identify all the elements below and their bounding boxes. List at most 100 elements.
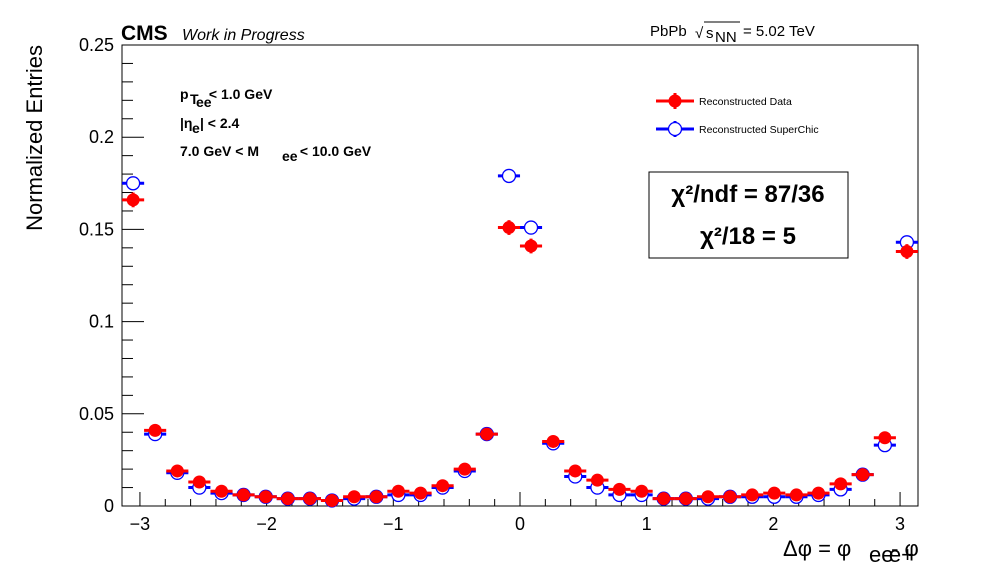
data-point (343, 490, 366, 504)
data-marker (303, 492, 317, 506)
data-point (851, 468, 874, 482)
data-marker (657, 492, 671, 506)
y-tick-label: 0.1 (89, 312, 114, 332)
data-point (166, 464, 189, 478)
svg-text:Reconstructed Data: Reconstructed Data (699, 96, 792, 108)
data-point (652, 492, 675, 506)
data-point (298, 492, 322, 506)
superchic-point (497, 168, 521, 184)
data-point (564, 464, 587, 478)
svg-text:Reconstructed SuperChic: Reconstructed SuperChic (699, 124, 819, 136)
svg-text:7.0 GeV < M: 7.0 GeV < M (180, 143, 259, 159)
data-point (542, 434, 565, 448)
data-marker (215, 484, 229, 498)
data-marker (170, 464, 184, 478)
axis-tick-labels: 0 0.05 0.1 0.15 0.2 0.25 −3 −2 −1 0 1 2 3 (79, 35, 905, 534)
data-marker (679, 492, 693, 506)
data-point (718, 490, 742, 504)
data-point (807, 486, 830, 500)
chi2-box: χ²/ndf = 87/36 χ²/18 = 5 (648, 171, 849, 259)
data-marker (391, 484, 405, 498)
superchic-marker (501, 168, 517, 184)
chi2-scaled: χ²/18 = 5 (700, 223, 796, 250)
superchic-marker (125, 176, 141, 191)
data-point (320, 493, 344, 507)
data-marker (856, 468, 870, 482)
data-point (873, 431, 896, 445)
data-marker (834, 477, 848, 491)
x-tick-label: 1 (642, 514, 652, 534)
data-point (453, 462, 476, 476)
data-marker (745, 488, 759, 502)
data-marker (192, 475, 206, 489)
superchic-point (519, 220, 543, 235)
y-tick-label: 0.25 (79, 35, 114, 55)
x-tick-label: 3 (895, 514, 905, 534)
svg-text:ee: ee (282, 148, 298, 164)
data-marker (878, 431, 892, 445)
data-marker (237, 488, 251, 502)
data-point (608, 482, 631, 496)
cms-label: CMS (121, 22, 168, 45)
svg-text:e: e (192, 120, 200, 136)
cut-pt: p T ee < 1.0 GeV (180, 86, 273, 110)
x-axis-title: Δφ = φ ee - φ e+ (783, 536, 919, 567)
x-tick-label: −1 (383, 514, 404, 534)
data-point (763, 486, 786, 500)
y-tick-label: 0.15 (79, 219, 114, 239)
svg-text:- φ: - φ (885, 536, 919, 561)
data-marker (502, 221, 516, 235)
collision-system-label: PbPb √ s NN = 5.02 TeV (650, 21, 815, 46)
data-point (387, 484, 410, 498)
data-marker (900, 245, 914, 259)
svg-text:< 1.0 GeV: < 1.0 GeV (205, 86, 273, 102)
svg-text:√: √ (695, 25, 704, 42)
data-point (254, 490, 277, 504)
svg-text:ee: ee (869, 542, 893, 567)
data-marker (811, 486, 825, 500)
data-point (210, 484, 233, 498)
superchic-point (895, 235, 918, 250)
data-point (232, 488, 255, 502)
data-marker (325, 493, 339, 507)
data-point (276, 492, 299, 506)
chi2-ndf: χ²/ndf = 87/36 (671, 181, 824, 208)
data-point (895, 244, 918, 259)
superchic-point (122, 176, 145, 191)
data-point (630, 484, 653, 498)
data-point (696, 490, 720, 504)
x-tick-label: 2 (768, 514, 778, 534)
y-tick-label: 0.2 (89, 127, 114, 147)
data-point (475, 427, 498, 441)
data-marker (480, 427, 494, 441)
x-tick-label: 0 (515, 514, 525, 534)
data-marker (436, 479, 450, 493)
y-axis-title: Normalized Entries (22, 45, 47, 231)
data-marker (126, 193, 140, 207)
data-point (741, 488, 764, 502)
x-tick-label: −2 (256, 514, 277, 534)
series-data (122, 192, 918, 507)
data-marker (281, 492, 295, 506)
plot-frame (121, 44, 919, 507)
svg-text:| < 2.4: | < 2.4 (200, 115, 240, 131)
data-marker (590, 473, 604, 487)
data-point (829, 477, 852, 491)
cut-eta: |η e | < 2.4 (180, 115, 240, 136)
svg-text:|η: |η (180, 115, 192, 131)
data-marker (789, 488, 803, 502)
data-point (144, 423, 167, 437)
data-point (431, 479, 454, 493)
data-marker (524, 239, 538, 253)
svg-text:NN: NN (715, 29, 737, 46)
legend-entry-superchic: Reconstructed SuperChic (656, 121, 819, 137)
y-tick-label: 0 (104, 496, 114, 516)
svg-text:PbPb: PbPb (650, 23, 687, 40)
svg-text:s: s (706, 25, 714, 42)
data-marker (546, 434, 560, 448)
data-marker (414, 486, 428, 500)
y-tick-label: 0.05 (79, 404, 114, 424)
data-point (519, 238, 543, 254)
data-point (497, 220, 521, 235)
